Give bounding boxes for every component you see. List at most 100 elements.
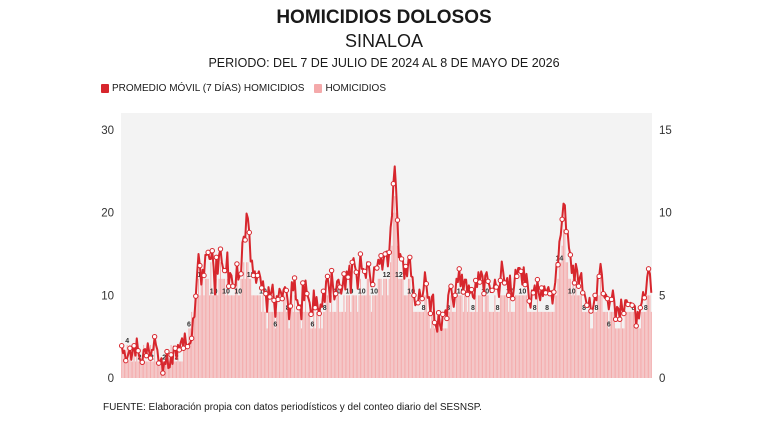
homicides-bar <box>536 295 538 378</box>
homicides-bar <box>343 295 345 378</box>
legend-item-homicides[interactable]: HOMICIDIOS <box>314 83 386 94</box>
homicides-bar <box>269 311 271 378</box>
homicides-bar <box>563 229 564 378</box>
homicides-bar <box>466 311 468 378</box>
moving-average-point <box>230 283 236 289</box>
homicides-bar <box>306 311 308 378</box>
moving-average-point <box>538 285 545 291</box>
homicides-bar <box>395 212 397 378</box>
moving-average-point <box>534 276 541 283</box>
homicides-bar <box>405 295 407 378</box>
homicides-bar <box>608 328 610 378</box>
homicides-data-label: 8 <box>644 305 648 312</box>
moving-average-point <box>209 247 215 254</box>
moving-average-point <box>522 281 528 288</box>
homicides-data-label: 12 <box>395 272 403 279</box>
moving-average-point <box>394 217 401 223</box>
homicides-bar <box>221 278 223 378</box>
homicides-bar <box>220 262 221 378</box>
homicides-bar <box>516 295 518 378</box>
moving-average-point <box>213 254 220 261</box>
moving-average-point <box>596 273 602 280</box>
homicides-bar <box>247 262 249 378</box>
homicides-bar <box>387 295 389 378</box>
homicides-bar <box>637 328 639 378</box>
homicides-bar <box>418 311 420 378</box>
homicides-bar <box>558 262 560 378</box>
homicides-data-label: 10 <box>210 288 218 295</box>
moving-average-point <box>390 181 397 187</box>
homicides-bar <box>399 278 401 378</box>
homicides-bar <box>487 295 489 378</box>
homicides-bar <box>524 295 526 378</box>
homicides-bar <box>134 361 136 378</box>
legend-item-moving-average[interactable]: PROMEDIO MÓVIL (7 DÍAS) HOMICIDIOS <box>101 83 304 94</box>
homicides-bar <box>336 295 338 378</box>
moving-average-point <box>481 290 487 297</box>
homicides-bar <box>649 295 651 378</box>
homicides-bar <box>586 311 588 378</box>
homicides-bar <box>550 311 552 378</box>
homicides-bar <box>538 311 540 378</box>
homicides-bar <box>462 311 464 378</box>
moving-average-point <box>300 280 306 286</box>
y-axis-right-tick: 15 <box>659 125 672 137</box>
legend: PROMEDIO MÓVIL (7 DÍAS) HOMICIDIOS HOMIC… <box>101 83 396 94</box>
homicides-bar <box>634 311 636 378</box>
moving-average-point <box>168 352 174 358</box>
homicides-bar <box>423 311 425 378</box>
homicides-bar <box>564 229 566 378</box>
homicides-bar <box>218 278 220 378</box>
chart-period: PERIODO: DEL 7 DE JULIO DE 2024 AL 8 DE … <box>208 56 560 70</box>
y-axis-left-tick: 0 <box>108 373 114 385</box>
moving-average-point <box>283 287 290 294</box>
homicides-data-label: 8 <box>545 305 549 312</box>
moving-average-points <box>118 181 652 376</box>
homicides-bar <box>141 361 143 378</box>
homicides-bar <box>174 361 176 378</box>
moving-average-point <box>217 246 224 252</box>
homicides-bar <box>420 311 422 378</box>
homicides-bar <box>133 344 135 378</box>
homicides-data-label: 10 <box>568 288 576 295</box>
homicides-bar <box>279 311 280 378</box>
homicides-bar <box>381 295 383 378</box>
homicides-bar <box>428 311 430 378</box>
homicides-bar <box>461 295 463 378</box>
homicides-bar <box>182 344 184 378</box>
homicides-bar <box>525 295 527 378</box>
homicides-bar <box>398 278 400 378</box>
homicides-bar <box>648 295 650 378</box>
moving-average-point <box>221 267 228 274</box>
homicides-data-label: 14 <box>555 255 563 262</box>
legend-label-homicides: HOMICIDIOS <box>325 83 386 94</box>
moving-average-point <box>505 292 512 299</box>
homicides-bar <box>273 311 275 378</box>
homicides-bar <box>495 311 497 378</box>
moving-average-point <box>320 288 327 294</box>
homicides-bar <box>213 295 215 378</box>
homicides-bar <box>259 295 261 378</box>
moving-average-point <box>633 323 639 329</box>
homicides-bar <box>429 328 431 378</box>
homicides-bar <box>307 311 309 378</box>
homicides-bar <box>553 311 555 378</box>
homicides-bar <box>527 311 529 378</box>
y-axis-left-tick: 10 <box>101 290 114 302</box>
moving-average-point <box>316 310 322 317</box>
homicides-bar <box>521 295 523 378</box>
homicides-bar <box>189 328 191 378</box>
homicides-bar <box>633 311 634 378</box>
homicides-bar <box>432 311 434 378</box>
homicides-bar <box>502 295 504 378</box>
homicides-bar <box>546 311 548 378</box>
moving-average-point <box>131 343 137 349</box>
homicides-bar <box>258 295 260 378</box>
homicides-bar <box>158 361 160 378</box>
homicides-bar <box>129 344 131 378</box>
homicides-bar <box>239 295 241 378</box>
homicides-bar <box>375 295 376 378</box>
homicides-bar <box>424 295 426 378</box>
homicides-bar <box>137 361 139 378</box>
